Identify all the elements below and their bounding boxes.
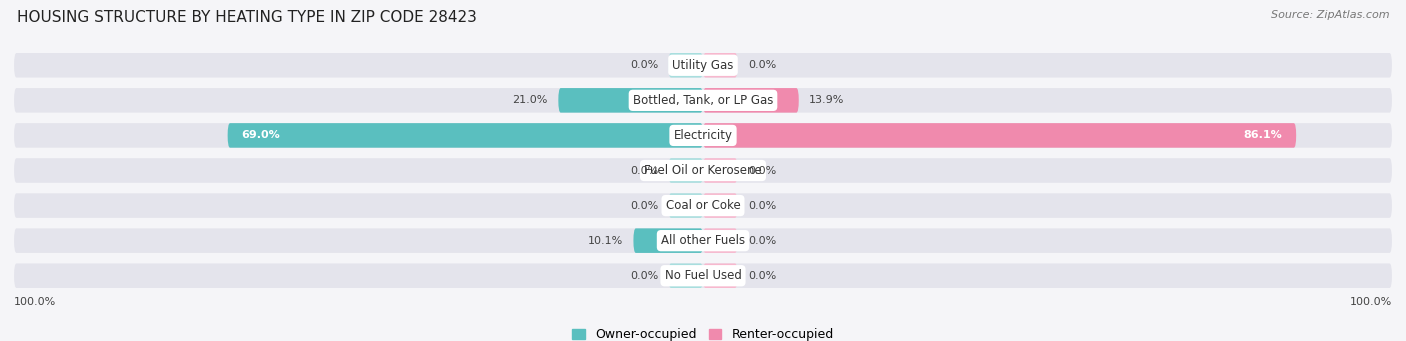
FancyBboxPatch shape: [669, 53, 703, 77]
Text: 0.0%: 0.0%: [630, 165, 658, 176]
FancyBboxPatch shape: [14, 53, 1392, 77]
Text: Fuel Oil or Kerosene: Fuel Oil or Kerosene: [644, 164, 762, 177]
FancyBboxPatch shape: [14, 264, 1392, 288]
Text: Electricity: Electricity: [673, 129, 733, 142]
FancyBboxPatch shape: [703, 193, 738, 218]
Text: 0.0%: 0.0%: [748, 60, 776, 70]
Text: HOUSING STRUCTURE BY HEATING TYPE IN ZIP CODE 28423: HOUSING STRUCTURE BY HEATING TYPE IN ZIP…: [17, 10, 477, 25]
Text: 69.0%: 69.0%: [242, 130, 280, 140]
FancyBboxPatch shape: [669, 158, 703, 183]
Text: 0.0%: 0.0%: [630, 271, 658, 281]
Text: 100.0%: 100.0%: [1350, 297, 1392, 308]
FancyBboxPatch shape: [634, 228, 703, 253]
Text: 0.0%: 0.0%: [748, 165, 776, 176]
Text: Bottled, Tank, or LP Gas: Bottled, Tank, or LP Gas: [633, 94, 773, 107]
FancyBboxPatch shape: [703, 53, 738, 77]
Text: 0.0%: 0.0%: [748, 271, 776, 281]
FancyBboxPatch shape: [703, 123, 1296, 148]
FancyBboxPatch shape: [669, 264, 703, 288]
FancyBboxPatch shape: [228, 123, 703, 148]
Text: 100.0%: 100.0%: [14, 297, 56, 308]
FancyBboxPatch shape: [669, 193, 703, 218]
FancyBboxPatch shape: [703, 88, 799, 113]
FancyBboxPatch shape: [703, 158, 738, 183]
FancyBboxPatch shape: [558, 88, 703, 113]
Legend: Owner-occupied, Renter-occupied: Owner-occupied, Renter-occupied: [572, 328, 834, 341]
Text: 0.0%: 0.0%: [748, 201, 776, 211]
Text: Source: ZipAtlas.com: Source: ZipAtlas.com: [1271, 10, 1389, 20]
Text: 13.9%: 13.9%: [808, 95, 845, 105]
FancyBboxPatch shape: [14, 88, 1392, 113]
Text: All other Fuels: All other Fuels: [661, 234, 745, 247]
FancyBboxPatch shape: [703, 264, 738, 288]
FancyBboxPatch shape: [14, 123, 1392, 148]
Text: 10.1%: 10.1%: [588, 236, 623, 246]
Text: Utility Gas: Utility Gas: [672, 59, 734, 72]
Text: 0.0%: 0.0%: [630, 201, 658, 211]
Text: 0.0%: 0.0%: [748, 236, 776, 246]
FancyBboxPatch shape: [14, 228, 1392, 253]
Text: 0.0%: 0.0%: [630, 60, 658, 70]
Text: 86.1%: 86.1%: [1244, 130, 1282, 140]
Text: No Fuel Used: No Fuel Used: [665, 269, 741, 282]
FancyBboxPatch shape: [703, 228, 738, 253]
Text: 21.0%: 21.0%: [513, 95, 548, 105]
FancyBboxPatch shape: [14, 158, 1392, 183]
Text: Coal or Coke: Coal or Coke: [665, 199, 741, 212]
FancyBboxPatch shape: [14, 193, 1392, 218]
